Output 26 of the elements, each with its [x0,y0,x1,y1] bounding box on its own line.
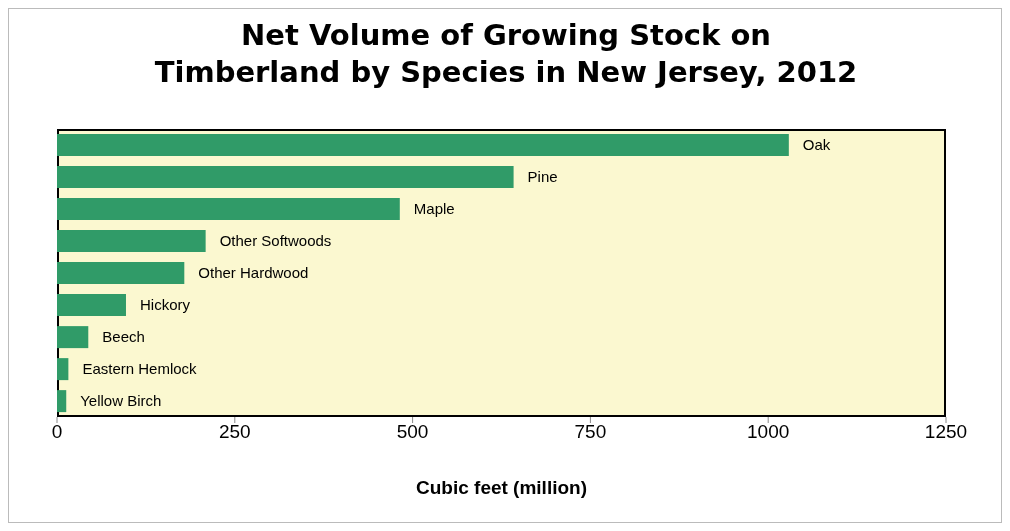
x-axis-title: Cubic feet (million) [415,477,588,499]
bar [57,134,789,157]
x-tick-label: 0 [51,421,63,443]
y-tick-label: Oak [802,136,831,154]
y-tick-label: Beech [102,328,145,346]
y-tick-label: Yellow Birch [80,392,162,410]
chart-title: Net Volume of Growing Stock on Timberland by Species in New Jersey, 2012 [153,17,859,91]
bar [57,326,89,349]
y-tick-label: Hickory [139,296,191,314]
bar [57,358,69,381]
y-tick-label: Other Softwoods [219,232,332,250]
x-tick-label: 500 [396,421,429,443]
y-tick-label: Pine [527,168,558,186]
bar [57,198,400,221]
bar [57,230,206,253]
x-tick-label: 1250 [924,421,968,443]
x-tick-label: 250 [218,421,251,443]
y-tick-label: Other Hardwood [198,264,309,282]
y-tick-label: Eastern Hemlock [82,360,198,378]
x-tick-label: 1000 [747,421,790,443]
y-tick-label: Maple [413,200,455,218]
bar [57,390,67,413]
bar [57,294,126,317]
x-tick-label: 750 [574,421,607,443]
bar [57,166,514,189]
bar [57,262,185,285]
